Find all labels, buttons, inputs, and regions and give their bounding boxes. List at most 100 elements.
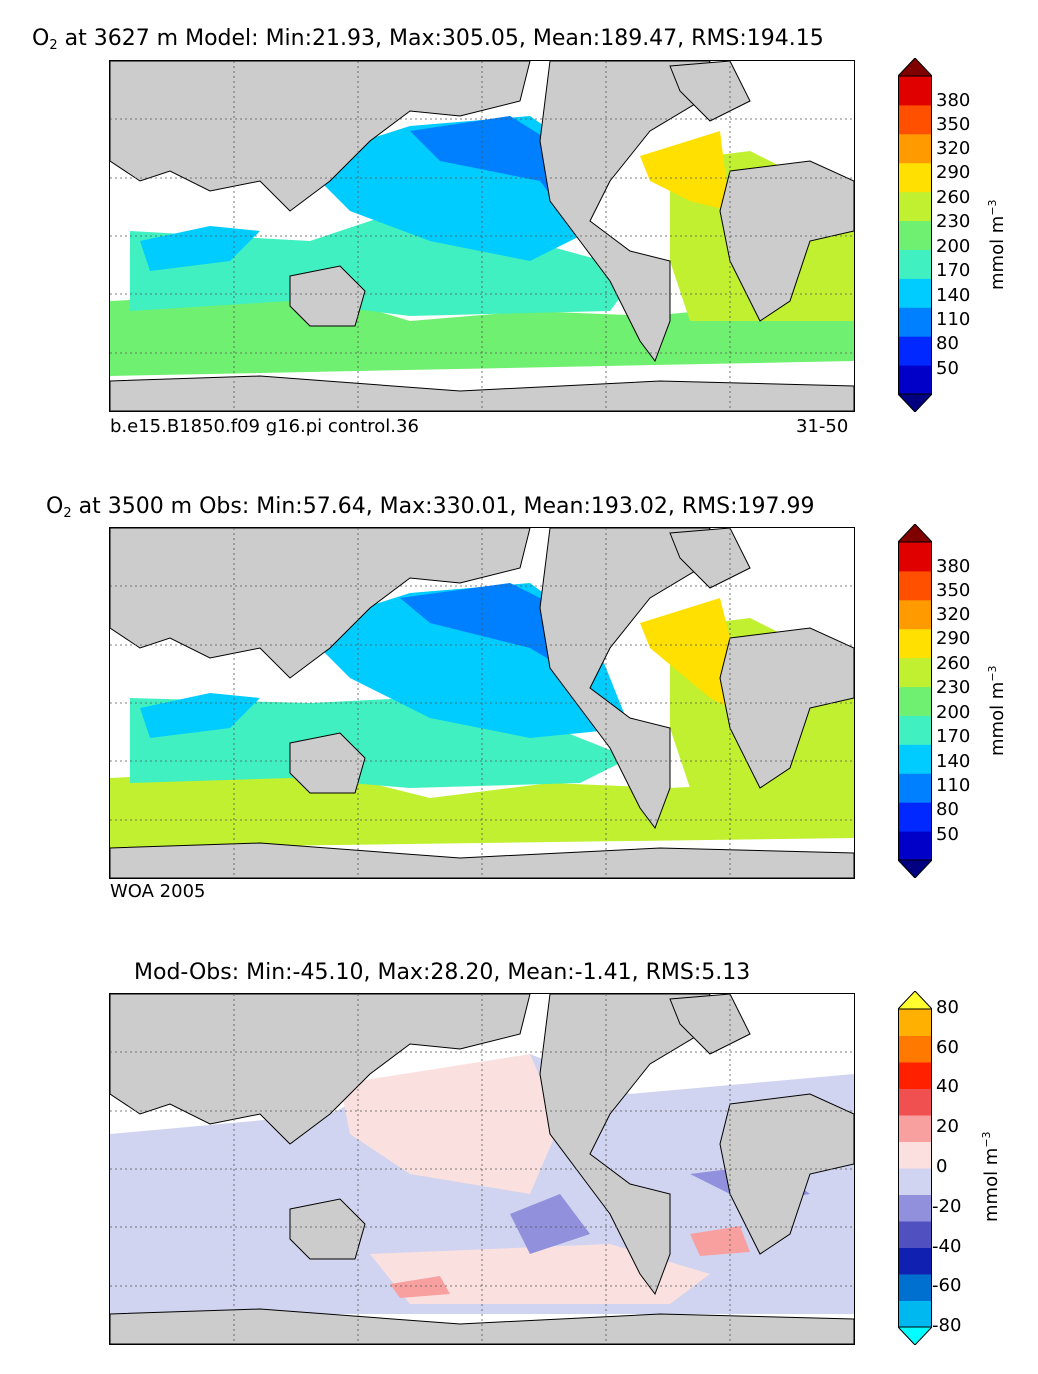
colorbar-segment	[898, 307, 932, 337]
colorbar-segment	[898, 76, 932, 106]
colorbar-segment	[898, 542, 932, 572]
cb1-tick-170: 170	[936, 260, 971, 281]
cb3-tick-m40: -40	[932, 1236, 962, 1257]
cb2-tick-200: 200	[936, 702, 971, 723]
diff-field-red-south	[390, 1276, 450, 1298]
colorbar-segment	[898, 831, 932, 861]
panel1-colorbar-units: mmol m−3	[986, 199, 1008, 290]
colorbar-extend-high	[896, 990, 934, 1010]
o2-field-natl	[640, 131, 730, 211]
colorbar-segment	[898, 104, 932, 135]
panel1-title: O2 at 3627 m Model: Min:21.93, Max:305.0…	[32, 26, 824, 53]
colorbar-segment	[898, 1274, 932, 1301]
panel1-colorbar	[896, 57, 934, 413]
colorbar-extend-low	[896, 1326, 934, 1346]
colorbar-segment	[898, 162, 932, 193]
cb1-tick-50: 50	[936, 358, 959, 379]
cb1-tick-110: 110	[936, 309, 971, 330]
colorbar-segment	[898, 365, 932, 395]
cb2-tick-260: 260	[936, 653, 971, 674]
cb2-tick-320: 320	[936, 604, 971, 625]
o2-field-blue	[410, 116, 570, 221]
panel2-colorbar-units: mmol m−3	[986, 665, 1008, 756]
panel1-caption-left: b.e15.B1850.f09 g16.pi control.36	[110, 416, 419, 437]
cb2-tick-50: 50	[936, 824, 959, 845]
colorbar-segment	[898, 336, 932, 366]
cb2-tick-80: 80	[936, 799, 959, 820]
colorbar-segment	[898, 1141, 932, 1169]
panel2-map	[109, 527, 855, 879]
colorbar-segment	[898, 1062, 932, 1089]
colorbar-segment	[898, 1194, 932, 1222]
colorbar-segment	[898, 802, 932, 832]
o2-field-cyan-indian	[140, 226, 260, 271]
diff-field-red	[690, 1226, 750, 1256]
colorbar-extend-high	[896, 57, 934, 77]
cb2-tick-170: 170	[936, 726, 971, 747]
cb3-tick-m80: -80	[932, 1315, 962, 1336]
colorbar-frame	[898, 541, 932, 861]
colorbar-segment	[898, 191, 932, 222]
cb1-tick-200: 200	[936, 236, 971, 257]
cb2-tick-140: 140	[936, 751, 971, 772]
colorbar-segment	[898, 744, 932, 774]
colorbar-segment	[898, 1009, 932, 1036]
colorbar-segment	[898, 599, 932, 630]
colorbar-segment	[898, 1088, 932, 1116]
cb3-tick-m60: -60	[932, 1275, 962, 1296]
panel3-colorbar	[896, 990, 934, 1346]
cb2-tick-230: 230	[936, 677, 971, 698]
colorbar-segment	[898, 1300, 932, 1328]
diff-field-pink-south	[370, 1244, 710, 1304]
colorbar-frame	[898, 75, 932, 395]
colorbar-segment	[898, 1221, 932, 1248]
colorbar-segment	[898, 628, 932, 659]
panel3-colorbar-units: mmol m−3	[980, 1131, 1002, 1222]
cb2-tick-350: 350	[936, 580, 971, 601]
panel2-title: O2 at 3500 m Obs: Min:57.64, Max:330.01,…	[46, 494, 815, 521]
o2-obs-cyan-indian	[140, 693, 260, 738]
panel3-map	[109, 993, 855, 1345]
colorbar-frame	[898, 1008, 932, 1328]
cb1-tick-80: 80	[936, 333, 959, 354]
cb1-tick-230: 230	[936, 211, 971, 232]
colorbar-segment	[898, 1247, 932, 1275]
colorbar-segment	[898, 133, 932, 164]
cb3-tick-m20: -20	[932, 1196, 962, 1217]
cb2-tick-110: 110	[936, 775, 971, 796]
cb1-tick-260: 260	[936, 187, 971, 208]
panel2-caption-left: WOA 2005	[110, 881, 206, 902]
colorbar-segment	[898, 715, 932, 745]
colorbar-extend-low	[896, 859, 934, 879]
cb3-tick-60: 60	[936, 1037, 959, 1058]
cb3-tick-40: 40	[936, 1076, 959, 1097]
cb3-tick-0: 0	[936, 1156, 948, 1177]
land-australia	[289, 265, 366, 327]
colorbar-segment	[898, 1168, 932, 1195]
diff-field-pink	[340, 1054, 560, 1194]
cb3-tick-80: 80	[936, 997, 959, 1018]
cb2-tick-380: 380	[936, 556, 971, 577]
land-eurasia	[110, 61, 531, 212]
colorbar-segment	[898, 773, 932, 803]
land-americas	[539, 61, 711, 363]
colorbar-segment	[898, 1035, 932, 1063]
cb3-tick-20: 20	[936, 1116, 959, 1137]
colorbar-segment	[898, 1115, 932, 1142]
colorbar-segment	[898, 249, 932, 279]
colorbar-extend-high	[896, 523, 934, 543]
cb2-tick-290: 290	[936, 628, 971, 649]
diff-field-blue	[510, 1194, 590, 1254]
colorbar-segment	[898, 657, 932, 688]
cb1-tick-380: 380	[936, 90, 971, 111]
colorbar-segment	[898, 220, 932, 250]
land-antarctica	[110, 375, 854, 411]
o2-obs-blue	[400, 583, 580, 678]
panel3-title: Mod-Obs: Min:-45.10, Max:28.20, Mean:-1.…	[134, 960, 751, 985]
cb1-tick-350: 350	[936, 114, 971, 135]
panel1-caption-right: 31-50	[796, 416, 849, 437]
cb1-tick-140: 140	[936, 285, 971, 306]
colorbar-segment	[898, 278, 932, 308]
colorbar-segment	[898, 686, 932, 716]
panel2-colorbar	[896, 523, 934, 879]
